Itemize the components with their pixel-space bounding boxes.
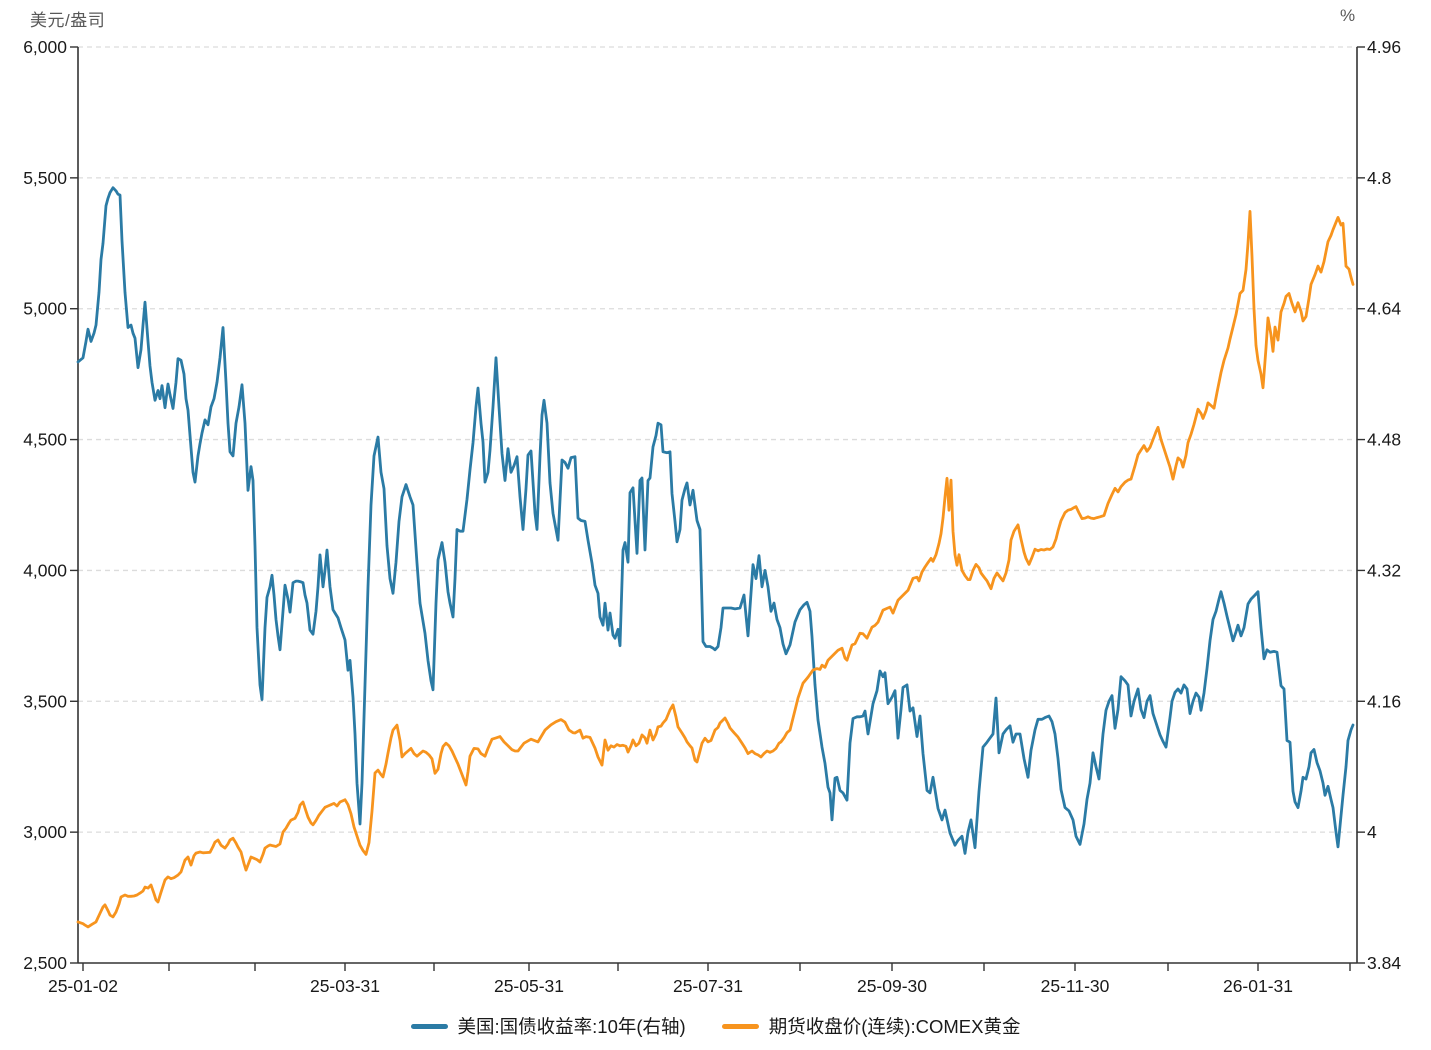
- treasury-yield-swatch: [410, 1023, 448, 1029]
- x-axis-label: 25-11-30: [1041, 976, 1110, 996]
- left-axis-tick-label: 4,000: [23, 560, 67, 580]
- left-axis-tick-label: 6,000: [23, 37, 67, 57]
- right-axis-unit-label: %: [1340, 6, 1356, 25]
- right-axis-tick-label: 4.48: [1367, 430, 1401, 450]
- left-axis-tick-label: 5,500: [23, 168, 67, 188]
- left-axis-tick-label: 5,000: [23, 299, 67, 319]
- x-axis-label: 25-01-02: [48, 976, 118, 996]
- right-axis-tick-label: 4: [1367, 822, 1377, 842]
- x-axis-label: 25-05-31: [494, 976, 564, 996]
- series-line-comex-gold: [76, 209, 1355, 929]
- right-axis-tick-label: 4.32: [1367, 560, 1401, 580]
- legend-item-comex-gold[interactable]: 期货收盘价(连续):COMEX黄金: [721, 1013, 1021, 1039]
- legend-label: 期货收盘价(连续):COMEX黄金: [768, 1016, 1021, 1037]
- legend-label: 美国:国债收益率:10年(右轴): [457, 1016, 686, 1037]
- series-line-treasury-yield: [76, 186, 1355, 855]
- left-axis-tick-label: 4,500: [23, 430, 67, 450]
- right-axis-tick-label: 4.64: [1367, 299, 1401, 319]
- x-axis-label: 26-01-31: [1223, 976, 1293, 996]
- x-axis-label: 25-03-31: [310, 976, 380, 996]
- comex-gold-swatch: [721, 1023, 759, 1029]
- legend: 美国:国债收益率:10年(右轴) 期货收盘价(连续):COMEX黄金: [0, 1013, 1431, 1039]
- left-axis-tick-label: 3,000: [23, 822, 67, 842]
- left-axis-tick-label: 2,500: [23, 953, 67, 973]
- right-axis-tick-label: 4.8: [1367, 168, 1391, 188]
- legend-item-treasury-yield[interactable]: 美国:国债收益率:10年(右轴): [410, 1013, 686, 1039]
- right-axis-tick-label: 3.84: [1367, 953, 1401, 973]
- x-axis-label: 25-09-30: [857, 976, 927, 996]
- right-axis-tick-label: 4.96: [1367, 37, 1401, 57]
- left-axis-unit-label: 美元/盎司: [30, 11, 106, 30]
- left-axis-tick-label: 3,500: [23, 691, 67, 711]
- x-axis-label: 25-07-31: [673, 976, 743, 996]
- right-axis-tick-label: 4.16: [1367, 691, 1401, 711]
